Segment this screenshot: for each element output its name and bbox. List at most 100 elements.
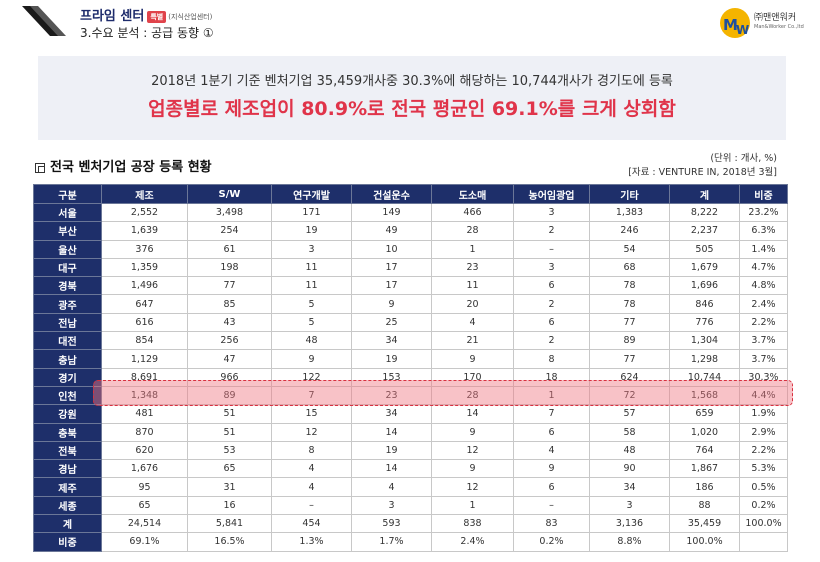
table-cell: 95 (101, 477, 188, 497)
banner-line-1: 2018년 1분기 기준 벤처기업 35,459개사중 30.3%에 해당하는 … (151, 74, 673, 89)
table-cell: – (513, 239, 590, 259)
table-cell: 68 (589, 257, 670, 278)
table-cell: 48 (589, 440, 670, 461)
table-row: 제주 95 31 4 4 12 6 34 186 0.5% (33, 477, 788, 497)
table-cell: 9 (351, 294, 432, 314)
table-cell: 1.9% (739, 404, 788, 424)
row-label: 충남 (33, 349, 102, 369)
table-cell: 4 (513, 440, 590, 461)
table-cell: 1,129 (101, 349, 188, 369)
table-cell: 6 (513, 422, 590, 442)
table-cell: 1,496 (101, 276, 188, 296)
table-cell: 1,867 (669, 459, 740, 479)
table-cell: – (513, 495, 590, 516)
table-cell: 1.4% (739, 239, 788, 259)
page-header: 프라임 센터 특별 (지식산업센터) 3.수요 분석 : 공급 동향 ① M W ㈜… (0, 0, 820, 46)
row-label: 경북 (33, 276, 102, 296)
table-cell: 100.0% (669, 532, 740, 552)
venture-table: 구분 제조 S/W 연구개발 건설운수 도소매 농어임광업 기타 계 비중 서울 2,552 3,49… (33, 184, 788, 552)
row-label: 계 (33, 514, 102, 534)
table-cell: 1 (431, 239, 514, 259)
row-label: 전남 (33, 312, 102, 333)
table-cell: 7 (513, 404, 590, 424)
table-row: 울산 376 61 3 10 1–54 505 1.4% (33, 239, 788, 259)
table-row: 충북 870 51 12 14 9 6 58 1,020 2.9% (33, 422, 788, 442)
table-cell: 65 (101, 495, 188, 516)
row-label: 경남 (33, 459, 102, 479)
table-cell: 83 (513, 514, 590, 534)
table-cell: 14 (431, 404, 514, 424)
table-header-row: 구분 제조 S/W 연구개발 건설운수 도소매 농어임광업 기타 계 비중 (33, 184, 788, 204)
table-cell: 34 (589, 477, 670, 497)
table-row: 인천 1,348 89 7 23 28 1 72 1,568 4.4% (33, 385, 788, 406)
table-cell: 1,639 (101, 221, 188, 241)
table-cell: – (271, 495, 352, 516)
table-cell: 2,552 (101, 202, 188, 223)
table-cell: 89 (589, 331, 670, 351)
table-cell: 254 (187, 221, 272, 241)
table-cell: 1 (431, 495, 514, 516)
table-cell: 11 (271, 257, 352, 278)
table-cell: 1,298 (669, 349, 740, 369)
source-note: [자료 : VENTURE IN, 2018년 3월] (628, 167, 777, 178)
row-label: 전북 (33, 440, 102, 461)
table-cell: 31 (187, 477, 272, 497)
brand-title: 프라임 센터 특별 (지식산업센터) (80, 5, 212, 24)
table-cell: 256 (187, 331, 272, 351)
table-cell: 198 (187, 257, 272, 278)
table-cell: 3,498 (187, 202, 272, 223)
table-cell: 20 (431, 294, 514, 314)
table-cell: 2 (513, 294, 590, 314)
table-row: 비중 69.1% 16.5% 1.3% 1.7% 2.4% 0.2% 8.8% 100.0% (33, 532, 788, 552)
table-cell: 846 (669, 294, 740, 314)
incheon-row-highlight (93, 380, 793, 406)
table-cell: 8,222 (669, 202, 740, 223)
brand-slash-logo (22, 6, 66, 36)
table-cell: 2.9% (739, 422, 788, 442)
corp-logo: M W ㈜맨앤워커 Man&Worker Co.,ltd (718, 6, 808, 40)
table-row: 광주 647 85 5 9 20 2 78 846 2.4% (33, 294, 788, 314)
table-cell: 2 (513, 221, 590, 241)
table-cell: 34 (351, 331, 432, 351)
table-title-text: 전국 벤처기업 공장 등록 현황 (50, 160, 212, 175)
table-cell: 6.3% (739, 221, 788, 241)
table-cell: 6 (513, 276, 590, 296)
table-cell: 5,841 (187, 514, 272, 534)
table-cell: 149 (351, 202, 432, 223)
table-cell: 870 (101, 422, 188, 442)
table-cell: 1,676 (101, 459, 188, 479)
table-cell: 24,514 (101, 514, 188, 534)
table-row: 서울 2,552 3,498 171 149 466 3 1,383 8,222 23.2% (33, 202, 788, 223)
table-cell: 1.7% (351, 532, 432, 552)
table-cell: 51 (187, 422, 272, 442)
table-cell: 1,383 (589, 202, 670, 223)
table-cell: 1,679 (669, 257, 740, 278)
table-cell: 10 (351, 239, 432, 259)
column-header: S/W (187, 184, 272, 204)
table-cell: 3 (589, 495, 670, 516)
table-cell: 764 (669, 440, 740, 461)
corp-name-en: Man&Worker Co.,ltd (754, 24, 804, 30)
table-cell: 12 (271, 422, 352, 442)
table-row: 전북 620 53 8 19 12 4 48 764 2.2% (33, 440, 788, 461)
table-cell: 53 (187, 440, 272, 461)
row-label: 서울 (33, 202, 102, 223)
table-cell: 616 (101, 312, 188, 333)
table-cell: 659 (669, 404, 740, 424)
table-cell: 58 (589, 422, 670, 442)
table-cell: 246 (589, 221, 670, 241)
table-cell: 43 (187, 312, 272, 333)
table-cell: 776 (669, 312, 740, 333)
table-cell: 8 (513, 349, 590, 369)
table-cell: 4 (351, 477, 432, 497)
table-cell: 2.2% (739, 312, 788, 333)
table-cell: 1,696 (669, 276, 740, 296)
table-cell: 19 (351, 440, 432, 461)
table-cell: 3 (513, 202, 590, 223)
table-cell: 8 (271, 440, 352, 461)
table-cell: 1,304 (669, 331, 740, 351)
table-cell: 838 (431, 514, 514, 534)
table-cell: 88 (669, 495, 740, 516)
table-cell: 78 (589, 294, 670, 314)
table-cell: 19 (271, 221, 352, 241)
